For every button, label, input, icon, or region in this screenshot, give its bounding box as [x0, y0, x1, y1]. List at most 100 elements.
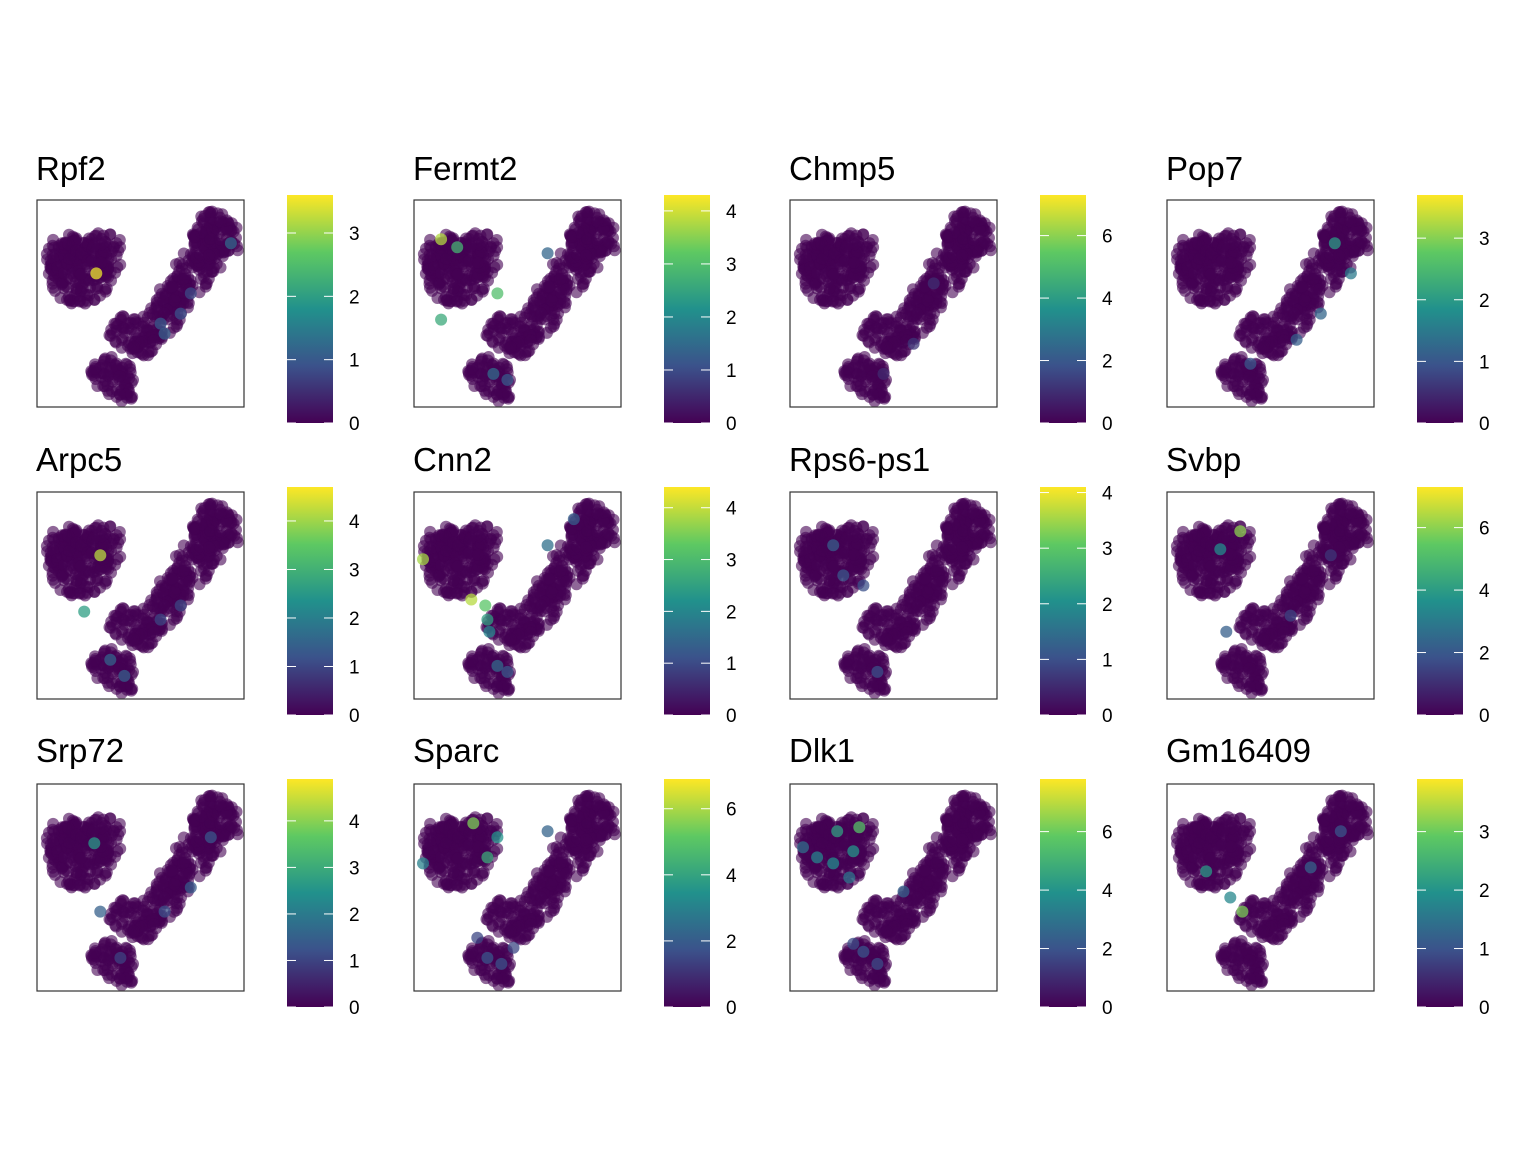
expressed-point: [90, 267, 103, 280]
data-point: [423, 531, 436, 544]
expressed-point: [104, 653, 117, 666]
data-point: [1176, 239, 1189, 252]
expressed-point: [541, 247, 554, 260]
scatter-points: [417, 497, 621, 700]
scatter-points: [793, 497, 997, 700]
data-point: [466, 282, 479, 295]
data-point: [560, 575, 573, 588]
colorbar-tick-label: 1: [1479, 352, 1490, 373]
data-point: [147, 334, 160, 347]
data-point: [55, 278, 68, 291]
data-point: [491, 533, 504, 546]
data-point: [1333, 249, 1346, 262]
expressed-point: [465, 593, 478, 606]
colorbar-tick-label: 3: [349, 560, 360, 581]
data-point: [1313, 283, 1326, 296]
data-point: [467, 521, 480, 534]
data-point: [90, 229, 103, 242]
expressed-point: [451, 241, 464, 254]
data-point: [491, 241, 504, 254]
data-point: [113, 370, 126, 383]
data-point: [923, 258, 935, 271]
data-point: [956, 249, 969, 262]
data-point: [1225, 256, 1237, 269]
data-point: [450, 587, 463, 600]
data-point: [88, 293, 101, 306]
data-point: [158, 307, 171, 320]
data-point: [114, 241, 127, 254]
data-point: [857, 329, 870, 342]
data-point: [481, 329, 494, 342]
data-point: [1229, 285, 1242, 298]
data-point: [1257, 341, 1270, 354]
data-point: [1217, 240, 1230, 253]
data-point: [524, 334, 537, 347]
panel-title: Rps6-ps1: [789, 441, 930, 478]
data-point: [177, 273, 190, 286]
data-point: [475, 368, 488, 381]
expressed-point: [78, 605, 91, 618]
data-point: [183, 575, 196, 588]
colorbar-tick-label: 0: [726, 706, 737, 727]
expressed-point: [224, 237, 237, 250]
data-point: [923, 313, 936, 326]
data-point: [73, 295, 86, 308]
data-point: [472, 548, 484, 561]
colorbar-tick-label: 2: [349, 609, 360, 630]
data-point: [1344, 215, 1357, 228]
expressed-point: [481, 613, 494, 626]
scatter-points: [417, 205, 621, 408]
expressed-point: [174, 599, 187, 612]
expressed-point: [118, 669, 131, 682]
data-point: [219, 245, 232, 258]
data-point: [840, 240, 853, 253]
colorbar-tick-label: 6: [1102, 227, 1113, 248]
data-point: [1295, 280, 1308, 293]
data-point: [1243, 370, 1256, 383]
data-point: [1300, 258, 1312, 271]
data-point: [165, 280, 178, 293]
data-point: [591, 525, 604, 538]
data-point: [46, 239, 59, 252]
data-point: [204, 232, 217, 245]
data-point: [504, 341, 517, 354]
data-point: [1307, 273, 1320, 286]
expressed-point: [1290, 333, 1303, 346]
colorbar-tick-label: 2: [726, 308, 737, 329]
data-point: [535, 599, 548, 612]
expressed-point: [491, 659, 504, 672]
data-point: [447, 574, 460, 587]
panel-title: Fermt2: [413, 150, 518, 187]
data-point: [137, 316, 150, 329]
colorbar-tick-label: 1: [349, 657, 360, 678]
colorbar-tick-label: 2: [1102, 352, 1113, 373]
colorbar-tick-label: 4: [349, 512, 360, 533]
expressed-point: [184, 287, 197, 300]
data-point: [826, 587, 839, 600]
data-point: [127, 633, 140, 646]
data-point: [895, 349, 908, 362]
panel-title: Pop7: [1166, 150, 1243, 187]
data-point: [519, 641, 532, 654]
data-point: [504, 633, 517, 646]
data-point: [168, 294, 181, 307]
data-point: [202, 272, 215, 285]
data-point: [978, 236, 991, 249]
data-point: [95, 256, 107, 269]
data-point: [814, 585, 826, 598]
data-point: [464, 532, 477, 545]
expressed-point: [1244, 357, 1257, 370]
expressed-point: [94, 549, 107, 562]
data-point: [1355, 236, 1368, 249]
data-point: [225, 528, 238, 541]
data-point: [63, 253, 76, 265]
data-point: [61, 585, 73, 598]
data-point: [147, 626, 160, 639]
data-point: [547, 313, 560, 326]
data-point: [581, 498, 593, 510]
data-point: [214, 507, 227, 520]
data-point: [519, 349, 532, 362]
data-point: [98, 368, 111, 381]
